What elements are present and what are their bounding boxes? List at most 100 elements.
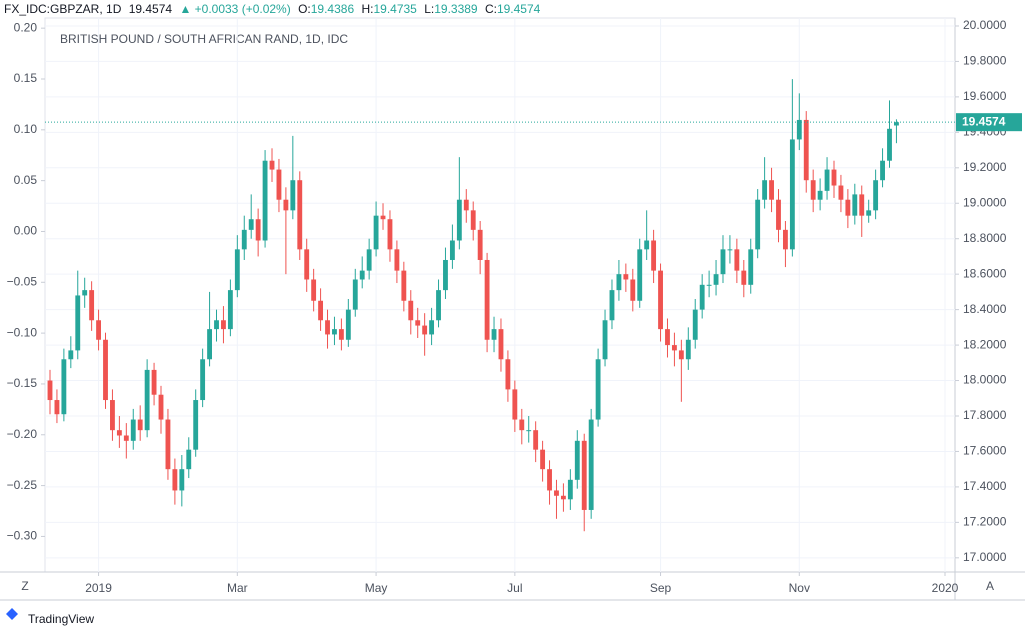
candle-body — [845, 199, 851, 216]
candle-body — [526, 430, 532, 432]
candle-body — [110, 400, 115, 431]
candle-body — [311, 279, 317, 301]
candle-body — [96, 320, 101, 340]
ohlc-value: 19.4735 — [373, 2, 417, 16]
candle-body — [269, 160, 275, 170]
candle-body — [630, 279, 636, 301]
x-tick-label: Jul — [507, 581, 522, 595]
ohlc-value: 19.3389 — [434, 2, 478, 16]
candle-body — [678, 350, 684, 360]
candle-body — [782, 229, 788, 250]
candle-body — [248, 219, 254, 230]
candle-body — [706, 284, 712, 286]
ohlc-label: L: — [424, 2, 435, 16]
candle-body — [671, 345, 677, 351]
candle-body — [755, 199, 761, 250]
candle-body — [831, 169, 837, 186]
y-tick-label: 0.20 — [14, 20, 38, 34]
x-tick-label: 2020 — [932, 581, 959, 595]
x-tick-label: Nov — [789, 581, 810, 595]
candle-body — [658, 270, 663, 330]
candle-body — [262, 160, 268, 241]
y-tick-label: −0.25 — [7, 478, 38, 492]
candle-body — [290, 180, 296, 211]
candle-body — [484, 259, 490, 340]
candle-body — [54, 400, 60, 415]
candle-body — [144, 369, 150, 431]
candle-body — [234, 249, 240, 291]
candle-body — [512, 389, 518, 420]
x-tick-label: May — [365, 581, 388, 595]
y2-tick-label: 18.6000 — [963, 266, 1007, 280]
candle-body — [720, 249, 726, 275]
candle-body — [186, 449, 192, 470]
scale-button[interactable]: A — [986, 579, 994, 593]
ohlc-label: O: — [298, 2, 311, 16]
candle-body — [873, 180, 879, 211]
candle-body — [616, 274, 622, 291]
y-tick-label: −0.15 — [7, 376, 38, 390]
candle-body — [401, 270, 407, 301]
candle-body — [193, 400, 199, 450]
x-tick-label: Sep — [650, 581, 672, 595]
candle-body — [734, 249, 740, 271]
last-price-tag — [956, 113, 1022, 132]
candle-body — [838, 185, 844, 200]
logo-icon — [6, 608, 18, 620]
y2-tick-label: 18.8000 — [963, 231, 1007, 245]
candle-body — [283, 199, 289, 211]
last-price-label: 19.4574 — [962, 114, 1006, 128]
y2-tick-label: 17.0000 — [963, 550, 1007, 564]
y2-tick-label: 19.2000 — [963, 160, 1007, 174]
candle-body — [817, 190, 823, 200]
y-tick-label: 0.00 — [14, 224, 38, 238]
y2-tick-label: 19.8000 — [963, 54, 1007, 68]
candle-body — [699, 284, 705, 310]
y2-tick-label: 17.6000 — [963, 444, 1007, 458]
logo[interactable]: TradingView — [28, 612, 94, 626]
x-tick-label: 2019 — [85, 581, 112, 595]
candle-body — [47, 380, 53, 401]
candle-body — [852, 194, 858, 216]
candle-body — [408, 300, 414, 321]
candle-body — [595, 359, 601, 420]
candle-body — [463, 199, 469, 211]
candle-body — [255, 219, 261, 241]
candle-body — [380, 215, 386, 220]
candle-body — [422, 325, 428, 335]
candle-body — [172, 469, 178, 491]
candle-body — [443, 259, 448, 291]
candle-body — [567, 479, 573, 500]
candle-body — [533, 430, 539, 450]
y2-tick-label: 19.6000 — [963, 89, 1007, 103]
candle-body — [560, 495, 566, 500]
change: ▲ +0.0033 (+0.02%) — [179, 2, 291, 16]
candle-body — [727, 249, 733, 251]
candle-body — [609, 290, 615, 321]
candle-body — [137, 419, 143, 431]
x-tick-label: Mar — [227, 581, 248, 595]
candle-body — [637, 249, 643, 301]
candle-body — [89, 290, 95, 321]
candle-body — [713, 274, 719, 285]
y-tick-label: 0.15 — [14, 71, 38, 85]
chart-title: BRITISH POUND / SOUTH AFRICAN RAND, 1D, … — [60, 32, 348, 46]
candle-body — [810, 180, 816, 200]
ohlc-label: H: — [361, 2, 374, 16]
candle-body — [803, 119, 809, 181]
price: 19.4574 — [128, 2, 173, 16]
ohlc-label: C: — [484, 2, 497, 16]
candle-body — [345, 309, 351, 340]
ohlc-value: 19.4386 — [310, 2, 355, 16]
scale-button[interactable]: Z — [21, 579, 28, 593]
candle-body — [554, 490, 559, 496]
y-tick-label: 0.10 — [14, 122, 38, 136]
candle-body — [540, 449, 546, 470]
candle-body — [75, 295, 81, 351]
candle-body — [325, 320, 330, 335]
y2-tick-label: 17.8000 — [963, 408, 1007, 422]
candle-body — [789, 139, 795, 250]
y2-tick-label: 18.2000 — [963, 337, 1007, 351]
candle-body — [165, 419, 171, 470]
